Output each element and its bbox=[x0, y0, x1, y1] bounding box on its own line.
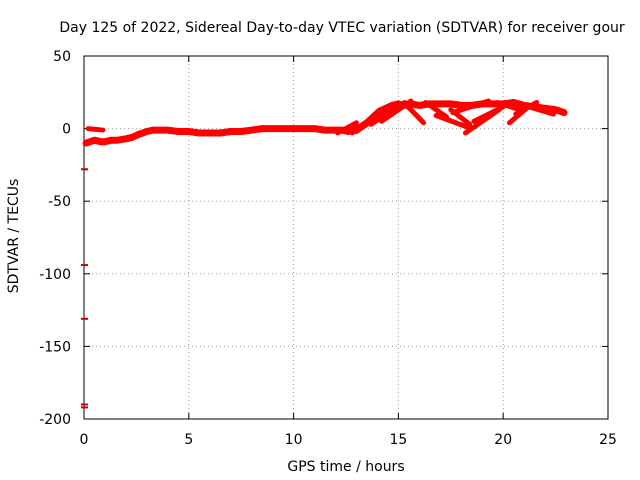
track-segment bbox=[404, 102, 427, 126]
y-tick-label: 0 bbox=[62, 122, 71, 138]
track-segment bbox=[450, 98, 492, 116]
data-point bbox=[290, 125, 297, 132]
data-series bbox=[81, 98, 568, 409]
axis-ticks: 0 5 10 15 20 25 50 0 -50 -100 -150 -200 bbox=[39, 49, 617, 448]
y-tick-label: -100 bbox=[39, 267, 71, 283]
y-tick-label: 50 bbox=[53, 49, 71, 65]
data-point bbox=[311, 125, 318, 132]
data-point bbox=[114, 137, 121, 144]
data-point bbox=[175, 128, 182, 135]
data-point bbox=[122, 135, 129, 142]
data-point bbox=[227, 128, 234, 135]
data-point bbox=[269, 125, 276, 132]
y-tick-label: -200 bbox=[39, 412, 71, 428]
data-point bbox=[108, 137, 115, 144]
data-point bbox=[143, 128, 150, 135]
track-segment bbox=[423, 99, 450, 120]
data-point bbox=[489, 100, 496, 107]
data-point bbox=[447, 100, 454, 107]
data-point bbox=[164, 127, 171, 134]
data-point bbox=[510, 99, 517, 106]
data-point bbox=[97, 138, 104, 145]
data-point bbox=[560, 109, 567, 116]
data-point bbox=[135, 131, 142, 138]
x-tick-label: 5 bbox=[184, 432, 193, 448]
data-point bbox=[101, 138, 108, 145]
data-point bbox=[129, 134, 136, 141]
y-tick-label: -50 bbox=[48, 194, 71, 210]
data-point bbox=[322, 127, 329, 134]
series-line bbox=[82, 99, 568, 147]
x-tick-label: 0 bbox=[80, 432, 89, 448]
data-point bbox=[196, 129, 203, 136]
y-axis-label: SDTVAR / TECUs bbox=[6, 179, 22, 294]
chart-title: Day 125 of 2022, Sidereal Day-to-day VTE… bbox=[59, 20, 625, 36]
track-segment bbox=[521, 102, 557, 117]
data-point bbox=[259, 125, 266, 132]
data-point bbox=[217, 129, 224, 136]
data-point bbox=[185, 128, 192, 135]
data-point bbox=[416, 102, 423, 109]
track-segment bbox=[471, 104, 506, 124]
grid-lines bbox=[84, 56, 608, 419]
track-segment bbox=[335, 120, 359, 136]
data-point bbox=[206, 129, 213, 136]
data-point bbox=[238, 128, 245, 135]
plot-frame bbox=[83, 55, 609, 420]
x-tick-label: 15 bbox=[389, 432, 407, 448]
data-point bbox=[280, 125, 287, 132]
data-point bbox=[437, 100, 444, 107]
track-segment bbox=[368, 99, 408, 127]
data-point bbox=[156, 127, 163, 134]
track-segment bbox=[85, 126, 106, 133]
data-point bbox=[382, 105, 389, 112]
data-point bbox=[552, 106, 559, 113]
track-segment bbox=[494, 99, 523, 113]
data-point bbox=[301, 125, 308, 132]
x-tick-label: 25 bbox=[599, 432, 617, 448]
data-point bbox=[150, 127, 157, 134]
y-tick-label: -150 bbox=[39, 339, 71, 355]
data-point bbox=[248, 127, 255, 134]
track-segment bbox=[433, 113, 471, 130]
x-tick-label: 10 bbox=[285, 432, 303, 448]
data-point bbox=[91, 137, 98, 144]
x-tick-label: 20 bbox=[494, 432, 512, 448]
x-axis-label: GPS time / hours bbox=[287, 459, 404, 475]
